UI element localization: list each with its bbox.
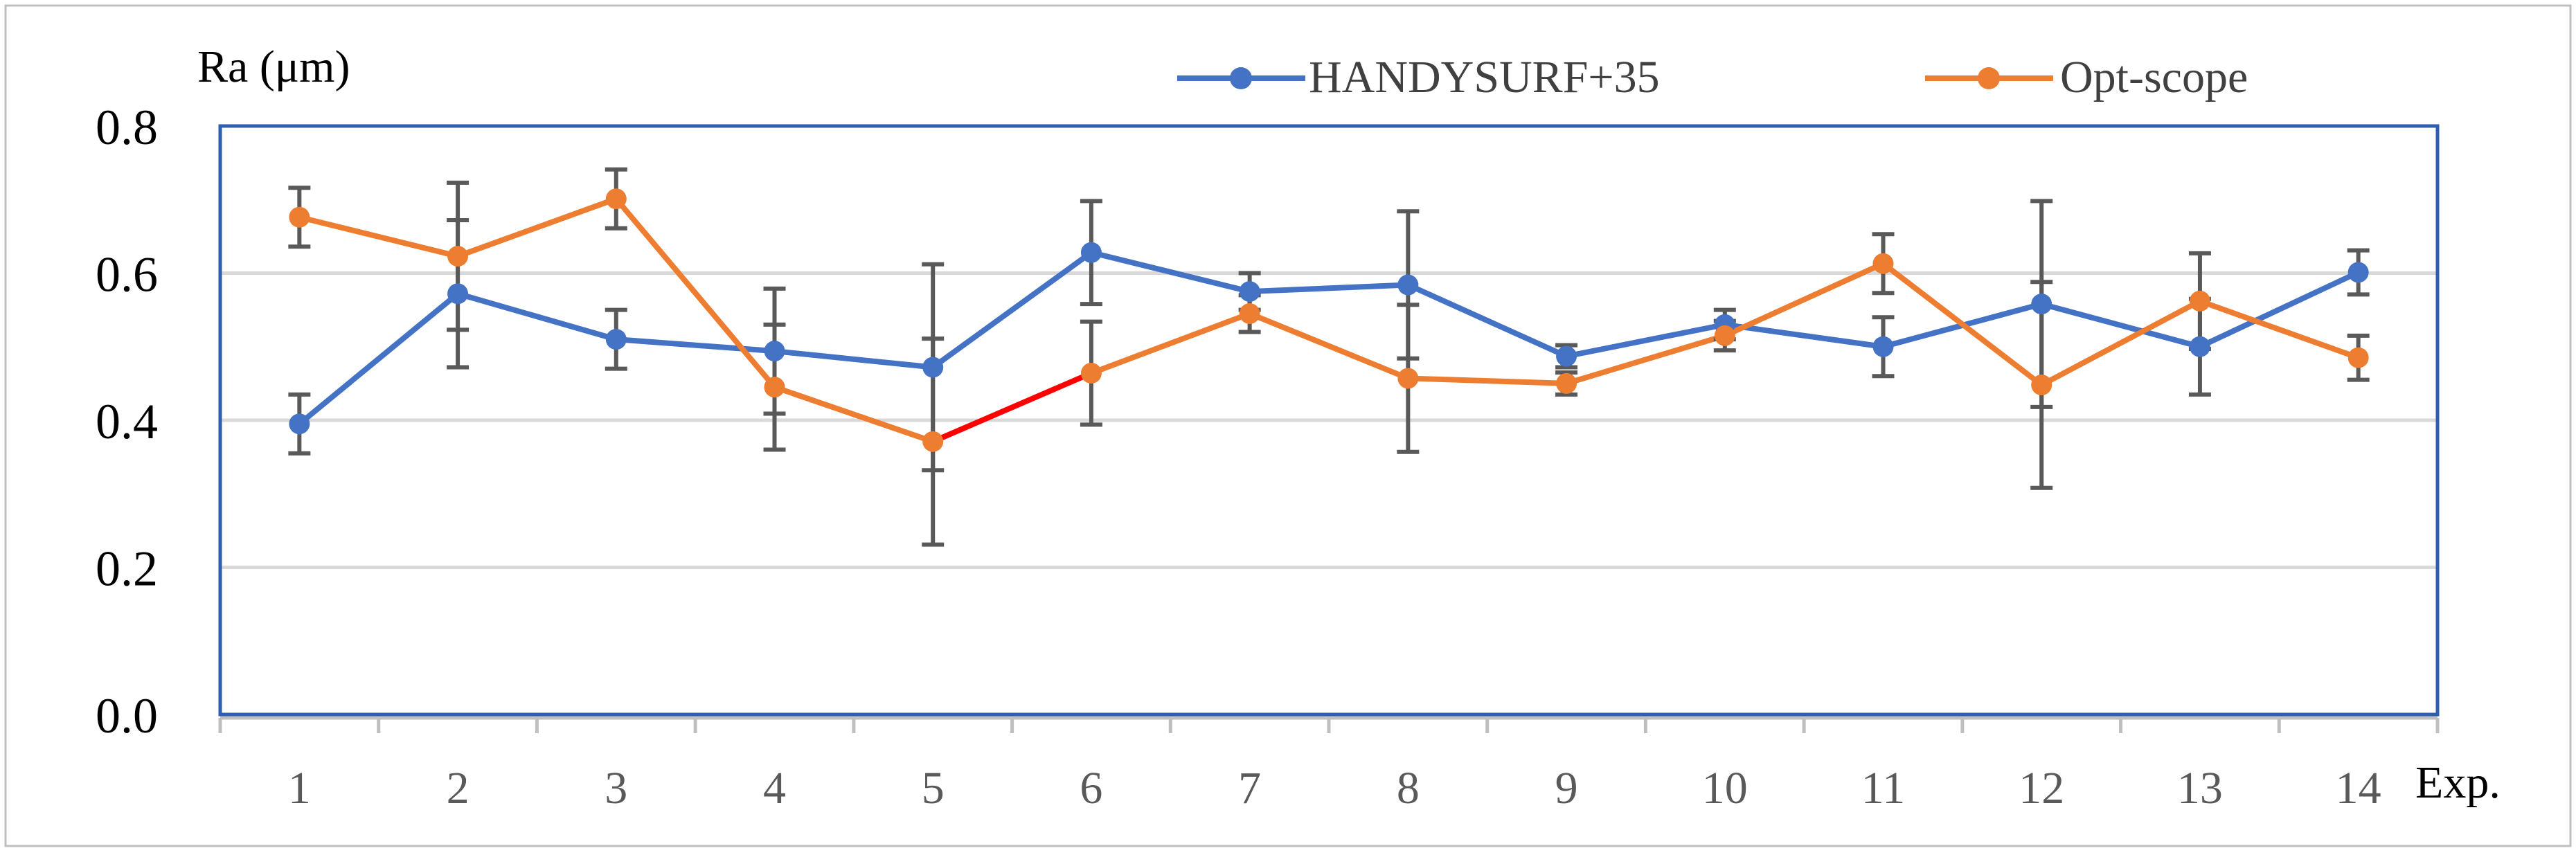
series-line-segment bbox=[2197, 269, 2361, 350]
y-tick-label: 0.6 bbox=[96, 247, 158, 303]
series-line-segment bbox=[2197, 298, 2361, 361]
series-line-segment bbox=[771, 384, 936, 444]
plot-area-border bbox=[218, 124, 2440, 717]
y-axis-label: Ra (μm) bbox=[197, 42, 350, 92]
y-tick-labels: 0.0 0.2 0.4 0.6 0.8 bbox=[96, 100, 158, 744]
data-point bbox=[2031, 375, 2052, 395]
gridlines bbox=[220, 271, 2438, 569]
x-tick-label: 1 bbox=[288, 763, 311, 813]
y-tick-label: 0.2 bbox=[96, 541, 158, 597]
x-tick-label: 12 bbox=[2019, 763, 2064, 813]
series-line-segment bbox=[1246, 310, 1411, 381]
x-axis-label: Exp. bbox=[2415, 757, 2501, 808]
data-point bbox=[922, 431, 944, 452]
series-line-segment bbox=[771, 348, 936, 370]
data-point bbox=[1872, 336, 1894, 357]
series-line-segment bbox=[1246, 282, 1411, 295]
series-line-segment bbox=[2039, 298, 2203, 388]
data-point bbox=[1556, 372, 1577, 394]
y-tick-label: 0.4 bbox=[96, 394, 158, 449]
data-point bbox=[1714, 325, 1735, 346]
legend: HANDYSURF+35 Opt-scope bbox=[1177, 52, 2248, 102]
x-tick-labels: 1 2 3 4 5 6 7 8 9 10 11 12 13 14 bbox=[288, 763, 2381, 813]
data-point bbox=[1239, 281, 1260, 303]
series-line-segment bbox=[1564, 321, 1728, 359]
data-point bbox=[764, 377, 785, 398]
x-tick-label: 7 bbox=[1238, 763, 1261, 813]
legend-label-handysurf: HANDYSURF+35 bbox=[1309, 52, 1660, 102]
x-tick-label: 13 bbox=[2177, 763, 2223, 813]
series-line-segment bbox=[455, 291, 619, 343]
x-tick-label: 10 bbox=[1702, 763, 1748, 813]
data-point bbox=[1080, 242, 1102, 263]
legend-item-handysurf: HANDYSURF+35 bbox=[1177, 52, 1660, 102]
data-point bbox=[1397, 274, 1419, 296]
series-line-segment bbox=[613, 336, 778, 354]
data-point bbox=[1556, 345, 1577, 367]
data-point bbox=[605, 188, 627, 210]
legend-label-opt-scope: Opt-scope bbox=[2060, 52, 2248, 102]
y-tick-label: 0.8 bbox=[96, 100, 158, 155]
series-line-segment bbox=[930, 249, 1094, 370]
x-tick-label: 6 bbox=[1080, 763, 1102, 813]
data-point bbox=[447, 246, 469, 267]
series-line-segment bbox=[1088, 249, 1253, 295]
series-line-segment bbox=[1880, 260, 2045, 388]
data-point bbox=[447, 283, 469, 305]
x-tick-label: 9 bbox=[1555, 763, 1578, 813]
data-point bbox=[1872, 253, 1894, 274]
data-point bbox=[2031, 294, 2052, 315]
series-line-segment bbox=[2039, 301, 2203, 350]
series-line-segment bbox=[1405, 282, 1570, 359]
legend-marker-handysurf bbox=[1230, 67, 1252, 89]
series-line-segment bbox=[1405, 375, 1570, 386]
data-point bbox=[1397, 368, 1419, 389]
series-line-segment bbox=[296, 291, 461, 427]
data-point bbox=[289, 413, 310, 435]
x-tick-label: 4 bbox=[763, 763, 786, 813]
series-line-segment bbox=[1564, 332, 1728, 386]
y-tick-label: 0.0 bbox=[96, 688, 158, 744]
data-point bbox=[764, 341, 785, 362]
x-tick-label: 3 bbox=[605, 763, 627, 813]
data-point bbox=[2189, 336, 2210, 357]
data-point bbox=[2347, 347, 2369, 368]
series-line-segment bbox=[1088, 310, 1253, 376]
data-point bbox=[605, 329, 627, 350]
data-point bbox=[2189, 290, 2210, 312]
series-line-segment bbox=[930, 370, 1094, 444]
series-markers bbox=[289, 188, 2369, 452]
x-axis bbox=[218, 716, 2440, 733]
x-tick-label: 2 bbox=[447, 763, 469, 813]
data-point bbox=[922, 357, 944, 378]
x-tick-label: 14 bbox=[2336, 763, 2381, 813]
series-line-segment bbox=[296, 214, 461, 260]
series-lines bbox=[296, 196, 2361, 444]
x-tick-label: 5 bbox=[922, 763, 945, 813]
legend-item-opt-scope: Opt-scope bbox=[1925, 52, 2248, 102]
series-line-segment bbox=[1721, 260, 1886, 339]
series-line-segment bbox=[1721, 321, 1886, 350]
series-line-segment bbox=[613, 196, 778, 390]
x-tick-label: 11 bbox=[1861, 763, 1906, 813]
legend-marker-opt-scope bbox=[1978, 67, 2000, 89]
data-point bbox=[1080, 363, 1102, 384]
series-line-segment bbox=[455, 196, 619, 260]
data-point bbox=[2347, 262, 2369, 283]
chart-frame bbox=[4, 4, 2572, 847]
data-point bbox=[289, 206, 310, 228]
x-tick-label: 8 bbox=[1397, 763, 1420, 813]
data-point bbox=[1239, 303, 1260, 324]
